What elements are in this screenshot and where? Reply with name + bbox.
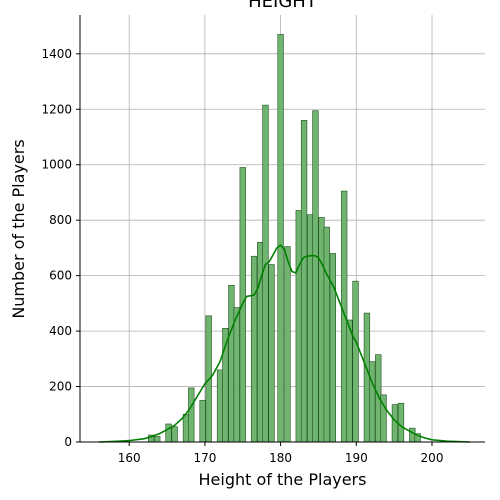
x-tick-label-2: 180 (269, 451, 292, 465)
histogram-bar-30 (369, 361, 376, 443)
axes (79, 15, 485, 443)
histogram-bar-34 (397, 402, 405, 443)
histogram-bar-24 (323, 226, 330, 443)
y-tick-label-7: 1400 (41, 47, 72, 61)
histogram-bar-1 (154, 436, 161, 443)
y-axis-title: Number of the Players (9, 139, 28, 318)
histogram-bar-21 (306, 214, 314, 443)
y-tick-labels: 0 200 400 600 800 1000 1200 1400 (41, 47, 80, 449)
x-tick-label-1: 170 (193, 451, 216, 465)
x-tick-label-3: 190 (345, 451, 368, 465)
histogram-bar-10 (228, 285, 235, 443)
histogram-bars (148, 34, 421, 443)
histogram-bar-20 (300, 120, 308, 443)
x-tick-label-0: 160 (118, 451, 141, 465)
histogram-bar-16 (268, 264, 275, 443)
histogram-bar-17 (277, 34, 284, 443)
histogram-bar-19 (295, 210, 302, 443)
histogram-bar-26 (341, 190, 348, 443)
histogram-bar-27 (346, 319, 353, 443)
x-tick-label-4: 200 (421, 451, 444, 465)
y-tick-label-2: 400 (49, 324, 72, 338)
histogram-bar-4 (182, 413, 190, 443)
x-axis-title: Height of the Players (199, 470, 367, 489)
histogram-bar-35 (409, 427, 416, 443)
y-tick-label-0: 0 (64, 435, 72, 449)
histogram-bar-6 (199, 400, 206, 443)
histogram-bar-3 (171, 426, 178, 443)
histogram-bar-11 (233, 307, 240, 443)
kde-curve (98, 244, 470, 443)
histogram-bar-23 (318, 217, 325, 443)
histogram-bar-5 (188, 387, 195, 443)
histogram-bar-29 (363, 312, 371, 443)
histogram-bar-13 (250, 255, 258, 443)
histogram-bar-28 (352, 280, 359, 443)
y-tick-label-4: 800 (49, 213, 72, 227)
y-tick-label-6: 1200 (41, 102, 72, 116)
y-tick-label-1: 200 (49, 380, 72, 394)
histogram-bar-22 (312, 110, 319, 443)
histogram-bar-2 (165, 423, 172, 443)
histogram-bar-8 (216, 369, 224, 443)
x-tick-labels: 160 170 180 190 200 (118, 442, 444, 465)
histogram-bar-18 (284, 246, 291, 443)
histogram-bar-15 (262, 104, 269, 443)
y-tick-label-3: 600 (49, 269, 72, 283)
chart-title: HEIGHT (248, 0, 318, 12)
y-tick-label-5: 1000 (41, 158, 72, 172)
